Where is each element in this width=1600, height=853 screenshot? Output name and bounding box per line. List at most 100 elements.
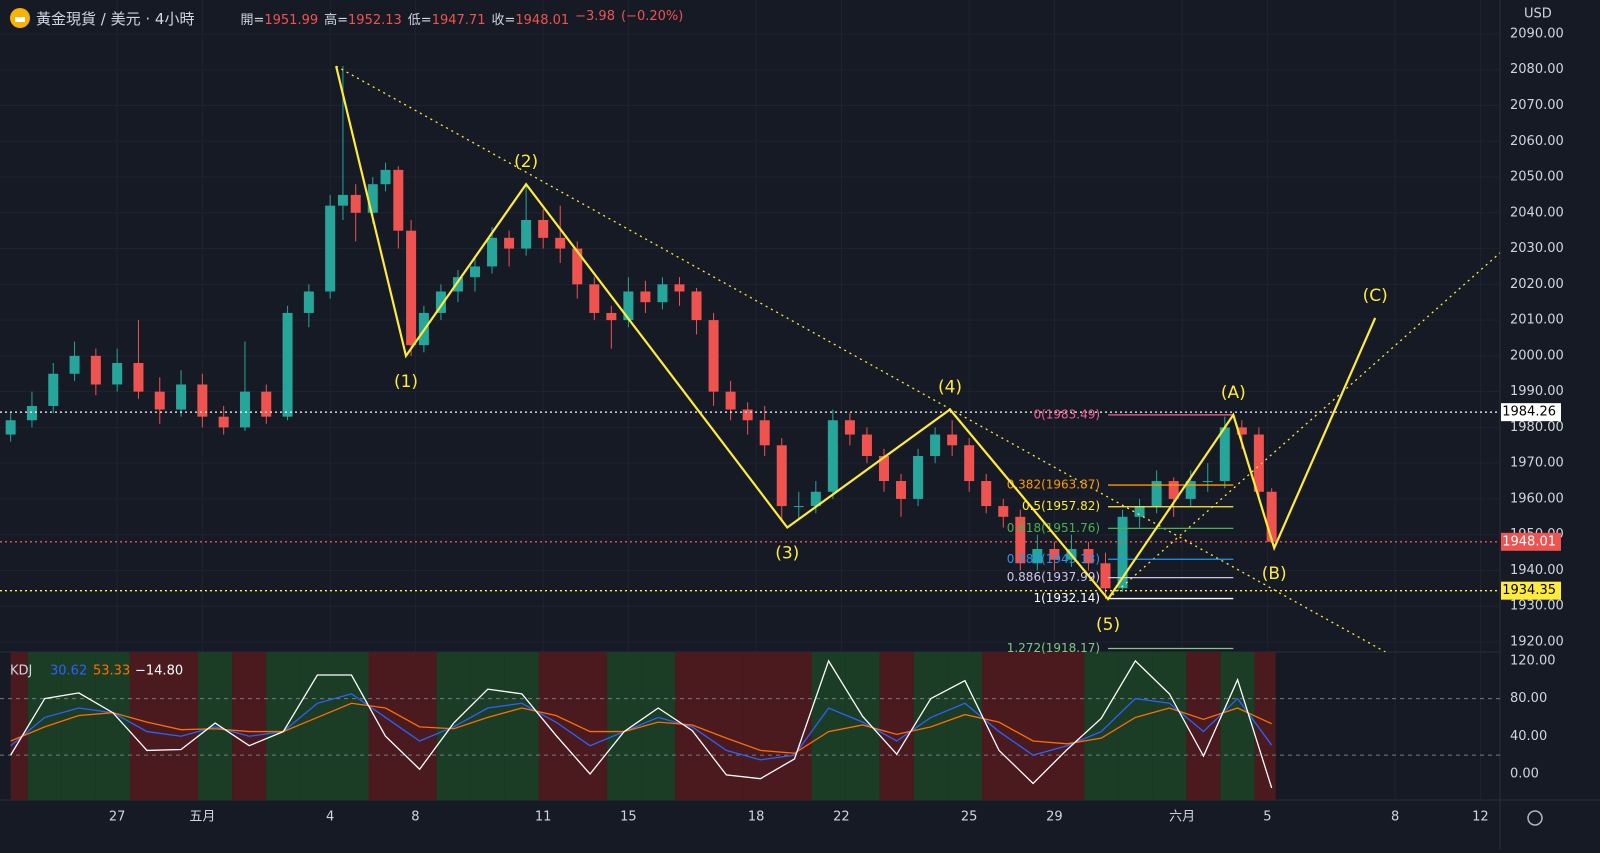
candle-body xyxy=(452,277,463,292)
ohlc-label: 開= xyxy=(240,12,265,28)
candle-body xyxy=(470,266,481,278)
candle-body xyxy=(337,194,348,206)
fib-label: 1(1932.14) xyxy=(1033,591,1100,605)
candle-body xyxy=(112,363,123,385)
candle-body xyxy=(810,491,821,507)
candle-body xyxy=(1083,548,1094,564)
candle-body xyxy=(776,445,787,507)
trendline xyxy=(335,65,1386,652)
kdj-band xyxy=(1084,652,1119,800)
candle-body xyxy=(521,219,532,249)
y-tick-label: 1980.00 xyxy=(1510,420,1564,435)
y-tick-label: 2010.00 xyxy=(1510,313,1564,328)
candle-body xyxy=(606,312,617,321)
y-tick-label: 1940.00 xyxy=(1510,563,1564,578)
wave-line xyxy=(335,65,1377,601)
x-tick-label: 18 xyxy=(748,810,765,825)
candle-body xyxy=(1134,506,1145,517)
candle-body xyxy=(1253,434,1264,492)
ohlc-item: 低=1947.71 xyxy=(408,9,486,28)
candle-body xyxy=(1168,481,1179,499)
kdj-band xyxy=(1050,652,1085,800)
ohlc-value: 1951.99 xyxy=(264,12,319,28)
kdj-band xyxy=(504,652,539,800)
wave-label: (3) xyxy=(775,544,799,564)
candle-body xyxy=(1151,481,1162,507)
symbol[interactable]: 黃金現貨 / 美元 · 4小時 xyxy=(36,9,195,28)
price-label: 1948.01 xyxy=(1502,534,1556,549)
candle-body xyxy=(742,409,753,421)
ohlc-label: 收= xyxy=(491,12,516,28)
wave-label: (2) xyxy=(514,152,538,172)
candle-body xyxy=(133,363,144,392)
candle-body xyxy=(26,405,37,421)
x-tick-label: 22 xyxy=(833,810,850,825)
candle-body xyxy=(964,445,975,482)
x-tick-label: 8 xyxy=(411,810,419,825)
candle-body xyxy=(325,205,336,292)
candle-body xyxy=(1202,481,1213,483)
candle-body xyxy=(759,420,770,446)
kdj-band xyxy=(845,652,880,800)
candle-body xyxy=(261,391,272,417)
kdj-band xyxy=(334,652,369,800)
y-tick-label: 2060.00 xyxy=(1510,134,1564,149)
candle-body xyxy=(827,420,838,492)
candle-body xyxy=(657,284,668,303)
kdj-band xyxy=(1254,652,1276,800)
y-tick-label: 2080.00 xyxy=(1510,62,1564,77)
kdj-band xyxy=(10,652,28,800)
candle-body xyxy=(674,284,685,292)
y-tick-label: 2020.00 xyxy=(1510,277,1564,292)
y-tick-label: 2000.00 xyxy=(1510,348,1564,363)
kdj-band xyxy=(641,652,676,800)
kdj-tick-label: 40.00 xyxy=(1510,729,1547,744)
price-label-box xyxy=(1501,581,1561,600)
ohlc: 開=1951.99 高=1952.13 低=1947.71 收=1948.01 −3.9… xyxy=(240,9,683,28)
candle-body xyxy=(1266,491,1277,542)
candle-body xyxy=(504,237,515,249)
y-tick-label: 1990.00 xyxy=(1510,384,1564,399)
kdj-band xyxy=(232,652,267,800)
candle-body xyxy=(538,219,549,238)
candle-body xyxy=(393,169,404,231)
x-tick-label: 15 xyxy=(620,810,637,825)
price-label: 1984.26 xyxy=(1502,405,1556,420)
kdj-band xyxy=(1152,652,1187,800)
candle-body xyxy=(197,384,208,417)
wave-label: (B) xyxy=(1262,564,1287,584)
candle-body xyxy=(487,237,498,267)
candle-body xyxy=(1015,516,1026,564)
y-tick-label: 1970.00 xyxy=(1510,456,1564,471)
kdj-line xyxy=(10,702,1272,754)
x-tick-label: 27 xyxy=(109,810,126,825)
candle-body xyxy=(303,291,314,313)
kdj-band xyxy=(607,652,642,800)
ohlc-item: 高=1952.13 xyxy=(324,9,402,28)
candle-body xyxy=(1032,548,1043,564)
settings-icon[interactable] xyxy=(1527,810,1543,826)
currency[interactable]: USD xyxy=(1524,7,1552,22)
ohlc-value: 1952.13 xyxy=(348,12,402,28)
kdj-band xyxy=(709,652,744,800)
y-tick-label: 1930.00 xyxy=(1510,599,1564,614)
y-tick-label: 2050.00 xyxy=(1510,170,1564,185)
candle-body xyxy=(555,237,566,249)
candle-body xyxy=(691,291,702,321)
kdj-band xyxy=(879,652,914,800)
candle-body xyxy=(435,291,446,313)
x-tick-label: 5 xyxy=(1263,810,1271,825)
kdj-tick-label: 0.00 xyxy=(1510,766,1539,781)
fib-label: 0.618(1951.76) xyxy=(1007,521,1100,535)
y-tick-label: 2040.00 xyxy=(1510,205,1564,220)
candle-body xyxy=(998,506,1009,517)
candle-body xyxy=(1219,427,1230,482)
candle-body xyxy=(380,169,391,185)
kdj-band xyxy=(470,652,505,800)
trendlines xyxy=(335,65,1500,652)
candle-body xyxy=(708,320,719,392)
fib-label: 0.786(1943.13) xyxy=(1007,552,1100,566)
kdj-band xyxy=(402,652,437,800)
candle-body xyxy=(725,391,736,410)
